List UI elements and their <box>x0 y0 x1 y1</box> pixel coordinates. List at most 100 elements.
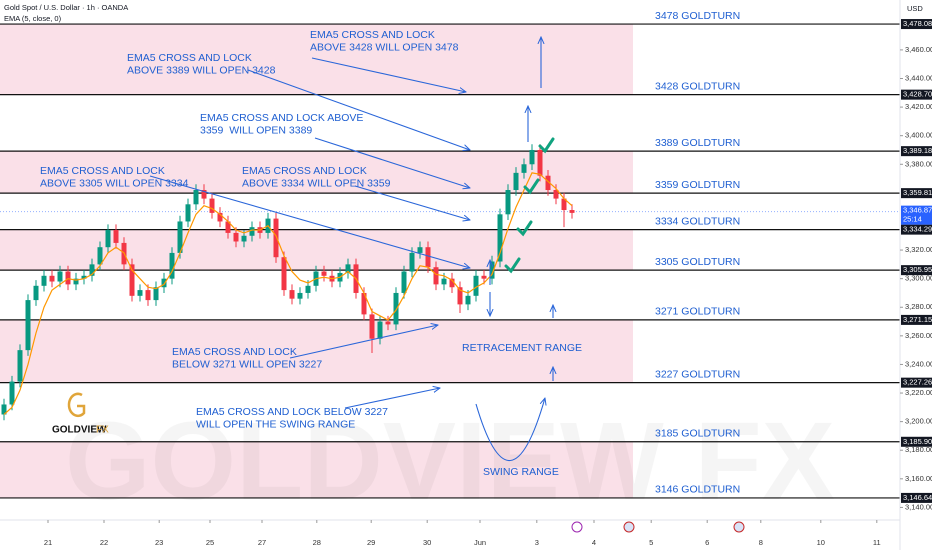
zone <box>0 151 633 194</box>
candle-body <box>377 321 383 339</box>
candle-body <box>41 275 47 286</box>
candle-body <box>137 290 143 296</box>
x-tick-label: 27 <box>258 538 266 547</box>
annotation: EMA5 CROSS AND LOCK <box>242 165 367 177</box>
annotation: BELOW 3271 WILL OPEN 3227 <box>172 358 322 370</box>
x-tick-label: 8 <box>759 538 763 547</box>
y-tick-label: 3,440.000 <box>905 73 932 82</box>
y-tick-label: 3,180.000 <box>905 445 932 454</box>
candle-body <box>49 275 55 282</box>
annotation: EMA5 CROSS AND LOCK <box>172 346 297 358</box>
arrow <box>314 137 470 188</box>
currency: USD <box>907 4 923 13</box>
level-name: 3389 GOLDTURN <box>655 137 740 149</box>
level-name: 3359 GOLDTURN <box>655 179 740 191</box>
y-tick-label: 3,460.000 <box>905 45 932 54</box>
y-tick-label: 3,140.000 <box>905 502 932 511</box>
x-tick-label: 29 <box>367 538 375 547</box>
level-tag-label: 3,389.184 <box>903 146 932 155</box>
candle-body <box>425 247 431 268</box>
arrow <box>311 57 466 92</box>
candle-body <box>25 300 31 351</box>
candle-body <box>65 271 71 285</box>
candle-body <box>105 230 111 248</box>
candle-body <box>233 232 239 242</box>
annotation: 3359 WILL OPEN 3389 <box>200 124 312 136</box>
candle-body <box>321 271 327 276</box>
level-tag <box>901 89 932 100</box>
candle-body <box>289 290 295 299</box>
countdown: 25:14 <box>903 215 922 224</box>
level-tag-label: 3,334.295 <box>903 225 932 234</box>
candle-body <box>417 247 423 253</box>
annotation: WILL OPEN THE SWING RANGE <box>196 418 355 430</box>
annotation: EMA5 CROSS AND LOCK ABOVE <box>200 112 363 124</box>
candle-body <box>281 257 287 291</box>
candle-body <box>545 175 551 191</box>
level-tag-label: 3,146.643 <box>903 493 932 502</box>
candle-body <box>489 261 495 279</box>
annotation: ABOVE 3389 WILL OPEN 3428 <box>127 64 276 76</box>
level-name: 3478 GOLDTURN <box>655 10 740 22</box>
y-tick-label: 3,160.000 <box>905 474 932 483</box>
y-tick-label: 3,200.000 <box>905 417 932 426</box>
y-tick-label: 3,240.000 <box>905 359 932 368</box>
annotation: EMA5 CROSS AND LOCK BELOW 3227 <box>196 406 388 418</box>
candle-body <box>537 149 543 176</box>
x-tick-label: 22 <box>100 538 108 547</box>
candle-body <box>433 267 439 285</box>
zone <box>0 441 633 498</box>
level-name: 3305 GOLDTURN <box>655 256 740 268</box>
ema-line <box>3 172 573 415</box>
zone <box>0 229 633 271</box>
annotation: EMA5 CROSS AND LOCK <box>127 52 252 64</box>
candle-body <box>481 275 487 279</box>
level-tag <box>901 265 932 276</box>
level-tag-label: 3,305.951 <box>903 265 932 274</box>
candle-body <box>217 212 223 222</box>
candle-body <box>369 314 375 339</box>
level-tag-label: 3,359.813 <box>903 188 932 197</box>
candle-body <box>1 404 7 415</box>
x-tick-label: 25 <box>206 538 214 547</box>
level-tag-label: 3,185.903 <box>903 437 932 446</box>
candle-body <box>193 190 199 205</box>
indicator-label: EMA (5, close, 0) <box>4 14 62 23</box>
candle-body <box>345 264 351 273</box>
candle-body <box>529 149 535 165</box>
level-name: 3185 GOLDTURN <box>655 428 740 440</box>
logo-suffix: FX <box>96 425 109 436</box>
swing-curve <box>475 398 545 462</box>
x-tick-label: 28 <box>313 538 321 547</box>
event-icon[interactable] <box>571 521 583 533</box>
annotation: SWING RANGE <box>483 466 559 478</box>
annotation: ABOVE 3428 WILL OPEN 3478 <box>310 41 459 53</box>
event-icon[interactable] <box>733 521 745 533</box>
candle-body <box>97 247 103 265</box>
candle-body <box>73 278 79 285</box>
y-tick-label: 3,220.000 <box>905 388 932 397</box>
x-tick-label: 10 <box>817 538 825 547</box>
level-tag-label: 3,227.261 <box>903 378 932 387</box>
candle-body <box>33 285 39 301</box>
zone <box>0 319 633 383</box>
candle-body <box>9 381 15 405</box>
candle-body <box>225 221 231 233</box>
x-tick-label: 30 <box>423 538 431 547</box>
level-name: 3227 GOLDTURN <box>655 368 740 380</box>
annotation: ABOVE 3334 WILL OPEN 3359 <box>242 177 391 189</box>
level-tag <box>901 19 932 30</box>
candle-body <box>561 198 567 211</box>
y-tick-label: 3,300.000 <box>905 274 932 283</box>
arrow <box>149 175 470 268</box>
event-icon[interactable] <box>623 521 635 533</box>
y-tick-label: 3,420.000 <box>905 102 932 111</box>
level-tag <box>901 436 932 447</box>
candle-body <box>129 264 135 296</box>
x-tick-label: 3 <box>535 538 539 547</box>
candle-body <box>449 278 455 288</box>
candle-body <box>113 230 119 243</box>
candle-body <box>177 221 183 253</box>
candle-body <box>393 292 399 325</box>
